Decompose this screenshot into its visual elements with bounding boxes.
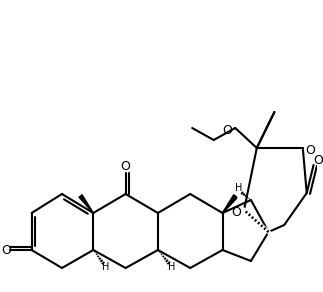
Text: O: O bbox=[314, 154, 323, 168]
Text: H: H bbox=[168, 262, 175, 272]
Text: O: O bbox=[1, 244, 11, 256]
Polygon shape bbox=[79, 195, 93, 213]
Text: O: O bbox=[306, 143, 316, 157]
Text: H: H bbox=[235, 183, 243, 193]
Text: O: O bbox=[231, 206, 241, 218]
Polygon shape bbox=[223, 195, 237, 213]
Text: H: H bbox=[102, 262, 110, 272]
Polygon shape bbox=[223, 196, 237, 213]
Text: O: O bbox=[121, 161, 130, 173]
Text: O: O bbox=[223, 124, 232, 136]
